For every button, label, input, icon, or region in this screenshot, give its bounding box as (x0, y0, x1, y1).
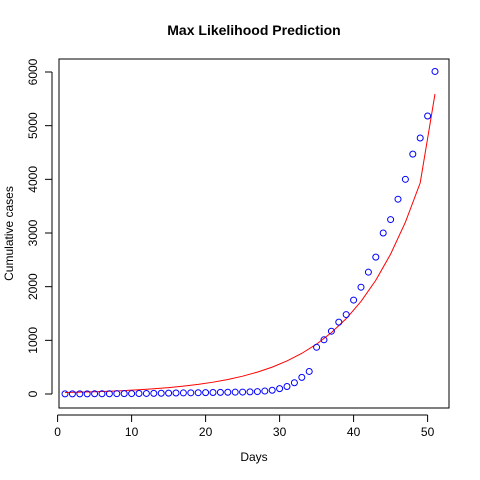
x-tick-label: 40 (347, 425, 361, 439)
y-tick-label: 5000 (26, 112, 40, 139)
data-point (261, 387, 269, 395)
x-tick-label: 50 (421, 425, 435, 439)
data-point (357, 283, 365, 291)
data-point (290, 379, 298, 387)
y-tick-label: 2000 (26, 273, 40, 300)
data-point (327, 327, 335, 335)
data-point (150, 389, 158, 397)
data-point (98, 390, 106, 398)
x-tick-label: 30 (273, 425, 287, 439)
data-point (172, 389, 180, 397)
data-point (105, 390, 113, 398)
data-point (157, 389, 165, 397)
data-point (335, 318, 343, 326)
data-point (424, 112, 432, 120)
data-point (298, 373, 306, 381)
y-tick-label: 4000 (26, 166, 40, 193)
data-point (202, 389, 210, 397)
data-point (364, 268, 372, 276)
data-point (246, 388, 254, 396)
data-point (91, 390, 99, 398)
data-point (165, 389, 173, 397)
data-point (231, 388, 239, 396)
data-point (179, 389, 187, 397)
data-point (305, 367, 313, 375)
data-point (61, 390, 69, 398)
data-point (342, 311, 350, 319)
data-point (194, 389, 202, 397)
data-point (135, 390, 143, 398)
data-point (350, 296, 358, 304)
data-point (224, 388, 232, 396)
data-point (68, 390, 76, 398)
data-point (120, 390, 128, 398)
chart-title: Max Likelihood Prediction (167, 22, 340, 38)
data-point (187, 389, 195, 397)
data-point (416, 134, 424, 142)
x-axis-label: Days (240, 450, 267, 464)
data-point (431, 67, 439, 75)
data-point (276, 385, 284, 393)
plot-box (58, 58, 450, 409)
data-point (216, 388, 224, 396)
y-tick-label: 3000 (26, 219, 40, 246)
data-point (283, 382, 291, 390)
data-point (239, 388, 247, 396)
data-point (268, 386, 276, 394)
data-point (379, 229, 387, 237)
data-point (313, 343, 321, 351)
y-axis-label: Cumulative cases (2, 186, 16, 281)
y-tick-label: 1000 (26, 327, 40, 354)
fit-line (64, 93, 436, 393)
data-point (394, 195, 402, 203)
data-point (76, 390, 84, 398)
data-point (209, 389, 217, 396)
data-point (142, 389, 150, 397)
data-point (372, 253, 380, 261)
data-point (320, 336, 328, 344)
y-tick-label: 6000 (26, 58, 40, 85)
y-tick-label: 0 (26, 390, 40, 397)
data-point (113, 390, 121, 398)
data-point (128, 390, 136, 398)
x-tick-label: 10 (125, 425, 139, 439)
x-tick-label: 20 (199, 425, 213, 439)
data-point (83, 390, 91, 398)
data-point (401, 175, 409, 183)
x-tick-label: 0 (54, 425, 61, 439)
data-point (409, 150, 417, 158)
data-point (387, 216, 395, 224)
data-point (253, 388, 261, 396)
